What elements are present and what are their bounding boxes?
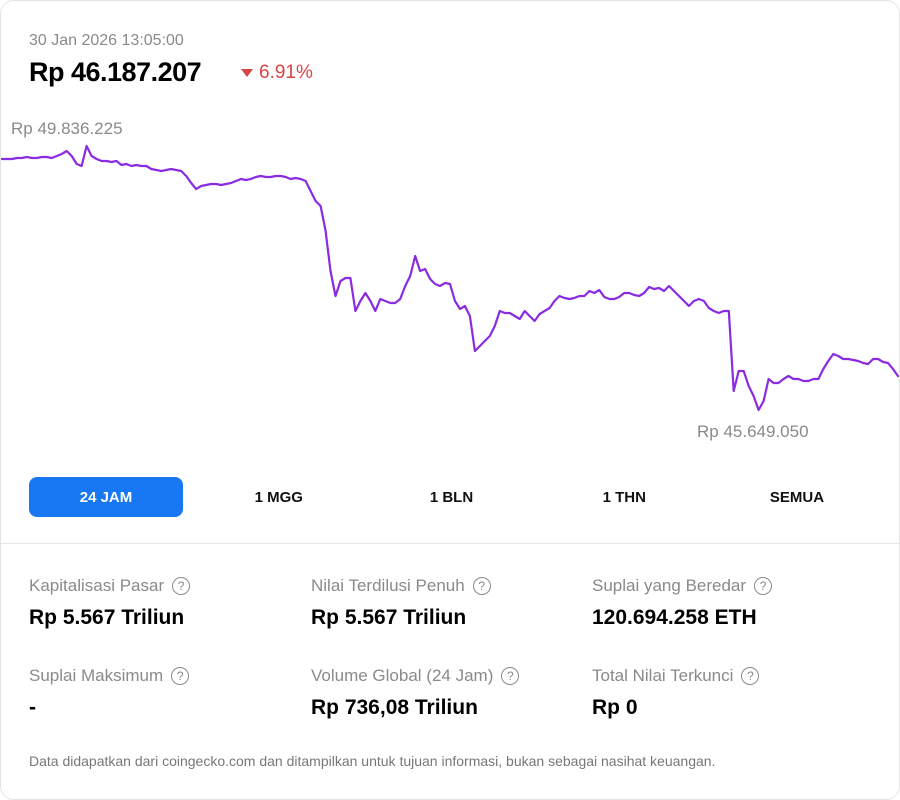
range-24h-button[interactable]: 24 JAM [29,477,183,517]
current-price: Rp 46.187.207 [29,57,202,87]
disclaimer: Data didapatkan dari coingecko.com dan d… [29,753,716,769]
help-icon[interactable]: ? [171,667,190,685]
price-datetime: 30 Jan 2026 13:05:00 [29,32,184,49]
stat-global-volume: Volume Global (24 Jam)? Rp 736,08 Triliu… [311,665,581,720]
stat-label: Volume Global (24 Jam) [311,666,494,685]
max-price-label: Rp 49.836.225 [11,119,123,138]
help-icon[interactable]: ? [754,577,773,595]
stat-label: Total Nilai Terkunci [592,666,734,685]
range-1m-button[interactable]: 1 BLN [429,488,474,506]
stat-value: Rp 5.567 Triliun [29,606,185,629]
stat-label: Nilai Terdilusi Penuh [311,576,465,595]
price-change-value: 6.91% [259,62,313,83]
stat-max-supply: Suplai Maksimum? - [29,665,299,720]
stat-value: Rp 736,08 Triliun [311,696,478,719]
stat-market-cap: Kapitalisasi Pasar? Rp 5.567 Triliun [29,575,299,630]
help-icon[interactable]: ? [172,577,191,595]
price-chart[interactable] [1,1,899,461]
range-1y-button[interactable]: 1 THN [602,488,646,506]
help-icon[interactable]: ? [501,667,520,685]
price-change: 6.91% [241,62,313,84]
help-icon[interactable]: ? [741,667,760,685]
stat-value: 120.694.258 ETH [592,606,757,629]
range-selector: 24 JAM 1 MGG 1 BLN 1 THN SEMUA [29,477,874,517]
stat-circulating-supply: Suplai yang Beredar? 120.694.258 ETH [592,575,862,630]
triangle-down-icon [241,69,253,77]
range-all-button[interactable]: SEMUA [769,488,825,506]
stat-label: Suplai Maksimum [29,666,164,685]
range-1w-button[interactable]: 1 MGG [254,488,303,506]
stat-value: - [29,696,36,719]
stat-total-value-locked: Total Nilai Terkunci? Rp 0 [592,665,862,720]
price-line [1,144,899,412]
min-price-label: Rp 45.649.050 [697,422,809,441]
divider [1,543,899,544]
stat-label: Kapitalisasi Pasar [29,576,165,595]
stat-value: Rp 0 [592,696,638,719]
stat-value: Rp 5.567 Triliun [311,606,467,629]
help-icon[interactable]: ? [472,577,491,595]
stat-label: Suplai yang Beredar [592,576,747,595]
stat-fully-diluted: Nilai Terdilusi Penuh? Rp 5.567 Triliun [311,575,581,630]
